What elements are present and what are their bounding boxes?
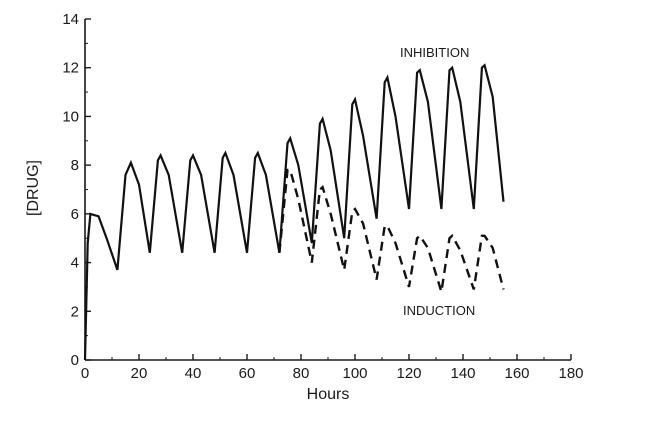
x-tick-label: 180 xyxy=(558,365,583,382)
y-axis-label: [DRUG] xyxy=(25,160,42,216)
y-tick-label: 4 xyxy=(71,255,79,272)
y-tick-label: 2 xyxy=(71,303,79,320)
chart-ticks xyxy=(84,18,572,361)
x-tick-label: 0 xyxy=(81,365,89,382)
x-tick-label: 40 xyxy=(185,365,202,382)
x-tick-label: 100 xyxy=(342,365,367,382)
inhibition-series-line xyxy=(83,63,505,361)
inhibition-annotation: INHIBITION xyxy=(400,45,469,60)
chart-axes xyxy=(84,19,571,361)
x-tick-label: 20 xyxy=(131,365,148,382)
x-tick-label: 160 xyxy=(504,365,529,382)
induction-series-line xyxy=(278,168,505,293)
y-tick-label: 8 xyxy=(71,157,79,174)
x-tick-label: 140 xyxy=(450,365,475,382)
y-tick-label: 0 xyxy=(71,352,79,369)
y-tick-label: 10 xyxy=(62,108,79,125)
x-axis-label: Hours xyxy=(307,386,350,403)
x-tick-label: 120 xyxy=(396,365,421,382)
chart-series xyxy=(83,63,505,361)
x-tick-label: 80 xyxy=(293,365,310,382)
x-tick-label: 60 xyxy=(239,365,256,382)
induction-annotation: INDUCTION xyxy=(403,303,475,318)
y-tick-label: 14 xyxy=(62,11,79,28)
y-tick-label: 6 xyxy=(71,206,79,223)
y-tick-label: 12 xyxy=(62,60,79,77)
